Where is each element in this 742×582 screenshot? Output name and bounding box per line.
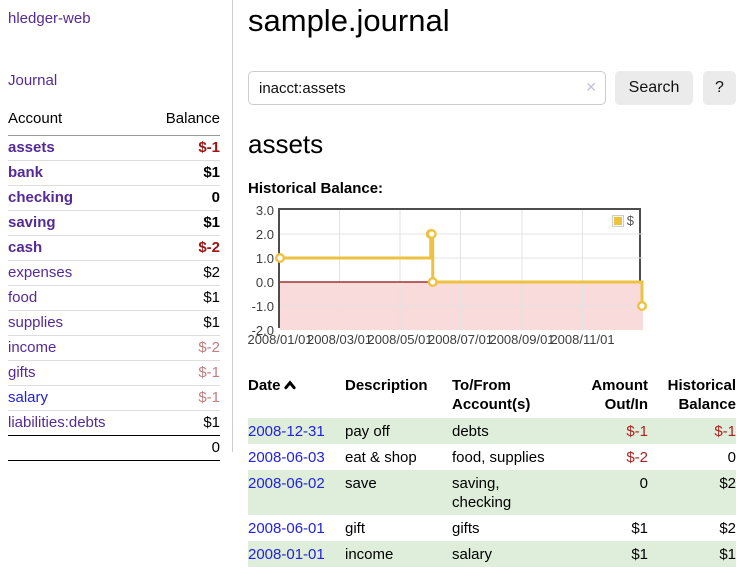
account-row-gifts: gifts $-1 xyxy=(8,360,220,386)
accounts-total-row: 0 xyxy=(8,435,220,461)
account-link-salary[interactable]: salary xyxy=(8,389,49,406)
account-balance-income: $-2 xyxy=(144,335,220,361)
account-row-cash: cash $-2 xyxy=(8,235,220,261)
account-row-checking: checking 0 xyxy=(8,185,220,211)
transaction-amount: 0 xyxy=(639,475,648,492)
account-link-income[interactable]: income xyxy=(8,339,57,356)
legend-swatch-icon xyxy=(611,214,624,227)
accounts-total-value: 0 xyxy=(144,435,220,461)
account-link-expenses[interactable]: expenses xyxy=(8,264,73,281)
transaction-accounts: food, supplies xyxy=(452,449,545,466)
help-button[interactable]: ? xyxy=(703,71,736,105)
account-row-income: income $-2 xyxy=(8,335,220,361)
account-row-assets: assets $-1 xyxy=(8,136,220,161)
account-link-gifts[interactable]: gifts xyxy=(8,364,36,381)
register-table: Date Description To/From Account(s) Amou… xyxy=(248,374,736,567)
legend-label: $ xyxy=(626,213,634,228)
account-link-bank[interactable]: bank xyxy=(8,164,44,181)
transaction-accounts: saving, checking xyxy=(452,475,512,511)
register-header-amount: Amount Out/In xyxy=(591,377,648,413)
transaction-date-link[interactable]: 2008-06-03 xyxy=(248,449,325,466)
transaction-description: eat & shop xyxy=(345,449,417,466)
clear-search-icon[interactable]: ✕ xyxy=(585,79,597,95)
account-row-bank: bank $1 xyxy=(8,160,220,186)
register-header-balance: Historical Balance xyxy=(667,377,736,413)
register-header-date[interactable]: Date xyxy=(248,374,345,418)
transaction-accounts: debts xyxy=(452,423,489,440)
chart-legend: $ xyxy=(609,213,636,228)
register-row: 2008-06-02 save saving, checking 0 $2 xyxy=(248,470,736,515)
register-header-description: Description xyxy=(345,377,428,394)
account-balance-expenses: $2 xyxy=(144,260,220,286)
transaction-amount: $1 xyxy=(631,546,648,563)
transaction-amount: $1 xyxy=(631,520,648,537)
transaction-date-link[interactable]: 2008-12-31 xyxy=(248,423,325,440)
account-row-salary: salary $-1 xyxy=(8,385,220,411)
page-title: sample.journal xyxy=(248,3,450,38)
transaction-balance: $2 xyxy=(719,520,736,537)
account-balance-cash: $-2 xyxy=(144,235,220,261)
account-balance-supplies: $1 xyxy=(144,310,220,336)
account-row-saving: saving $1 xyxy=(8,210,220,236)
transaction-accounts: gifts xyxy=(452,520,480,537)
transaction-description: pay off xyxy=(345,423,390,440)
account-balance-gifts: $-1 xyxy=(144,360,220,386)
transaction-description: income xyxy=(345,546,394,563)
account-link-checking[interactable]: checking xyxy=(8,189,74,206)
transaction-balance: $1 xyxy=(719,546,736,563)
transaction-balance: 0 xyxy=(727,449,736,466)
main-content: sample.journal ✕ Search ? assets Histori… xyxy=(247,0,742,567)
account-row-supplies: supplies $1 xyxy=(8,310,220,336)
register-row: 2008-12-31 pay off debts $-1 $-1 xyxy=(248,418,736,444)
search-input[interactable] xyxy=(248,71,606,105)
account-balance-saving: $1 xyxy=(144,210,220,236)
search-form: ✕ Search ? xyxy=(248,71,742,105)
transaction-balance: $-1 xyxy=(714,423,736,440)
search-button[interactable]: Search xyxy=(615,71,693,105)
account-balance-checking: 0 xyxy=(144,185,220,211)
account-link-saving[interactable]: saving xyxy=(8,214,56,231)
transaction-description: gift xyxy=(345,520,366,537)
sort-ascending-icon xyxy=(283,380,296,390)
app-title-link[interactable]: hledger-web xyxy=(8,10,91,27)
balance-chart-svg xyxy=(275,210,648,330)
register-row: 2008-06-03 eat & shop food, supplies $-2… xyxy=(248,444,736,470)
account-row-food: food $1 xyxy=(8,285,220,311)
account-balance-food: $1 xyxy=(144,285,220,311)
account-link-assets[interactable]: assets xyxy=(8,139,55,156)
balance-chart: 3.0 2.0 1.0 0.0 -1.0 -2.0 $ 2008/01/01 2008/03… xyxy=(247,203,742,352)
transaction-date-link[interactable]: 2008-01-01 xyxy=(248,546,325,563)
transaction-balance: $2 xyxy=(719,475,736,492)
transaction-date-link[interactable]: 2008-06-01 xyxy=(248,520,325,537)
accounts-table: Account Balance assets $-1 bank $1 check… xyxy=(8,108,220,461)
account-row-expenses: expenses $2 xyxy=(8,260,220,286)
transaction-description: save xyxy=(345,475,377,492)
sidebar: hledger-web Journal Account Balance asse… xyxy=(0,0,233,461)
chart-section-label: Historical Balance: xyxy=(248,180,384,197)
account-link-liabilities-debts[interactable]: liabilities:debts xyxy=(8,414,106,431)
account-balance-assets: $-1 xyxy=(198,139,220,156)
account-link-supplies[interactable]: supplies xyxy=(8,314,64,331)
account-balance-liabilities-debts: $1 xyxy=(144,410,220,436)
account-link-cash[interactable]: cash xyxy=(8,239,43,256)
transaction-amount: $-1 xyxy=(626,423,648,440)
account-balance-bank: $1 xyxy=(144,160,220,186)
accounts-header-balance: Balance xyxy=(144,108,220,136)
register-header-accounts: To/From Account(s) xyxy=(452,377,531,413)
transaction-amount: $-2 xyxy=(626,449,648,466)
nav-journal-link[interactable]: Journal xyxy=(8,72,58,89)
register-row: 2008-01-01 income salary $1 $1 xyxy=(248,541,736,567)
register-row: 2008-06-01 gift gifts $1 $2 xyxy=(248,515,736,541)
transaction-date-link[interactable]: 2008-06-02 xyxy=(248,475,325,492)
account-heading: assets xyxy=(248,129,324,159)
search-input-wrap: ✕ xyxy=(248,71,606,105)
chart-plot-area[interactable]: $ xyxy=(275,208,648,330)
account-row-liabilities-debts: liabilities:debts $1 xyxy=(8,410,220,436)
transaction-accounts: salary xyxy=(452,546,493,563)
accounts-header-account: Account xyxy=(8,108,145,136)
account-link-food[interactable]: food xyxy=(8,289,38,306)
account-balance-salary: $-1 xyxy=(144,385,220,411)
